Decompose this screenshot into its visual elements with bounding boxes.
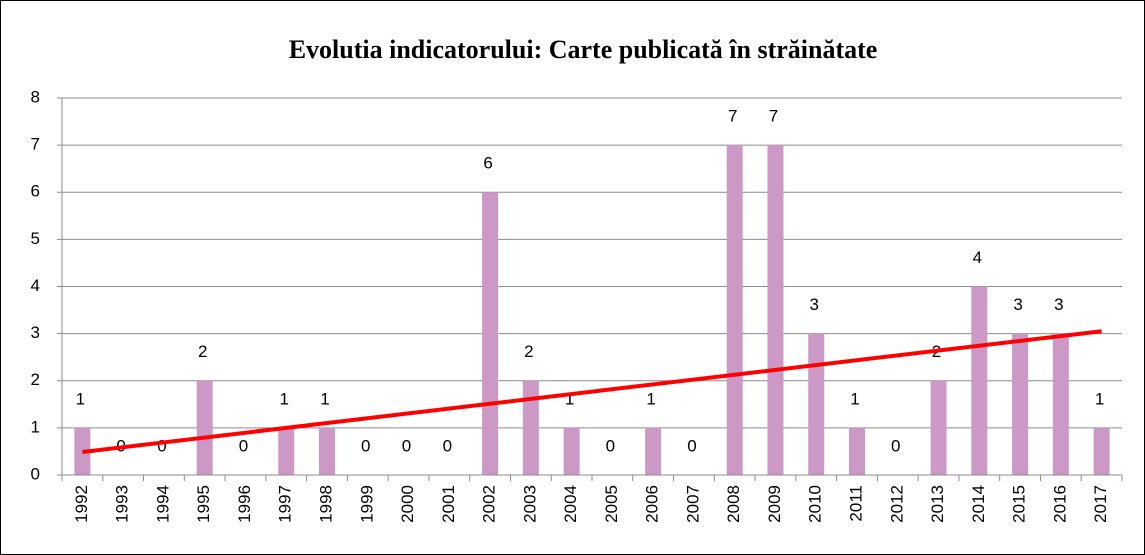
data-label: 1 [1095, 389, 1104, 408]
x-tick-label: 2003 [520, 485, 539, 523]
x-tick-label: 2011 [846, 485, 865, 522]
y-tick-label: 8 [31, 87, 40, 106]
data-label: 2 [198, 342, 207, 361]
chart-title: Evolutia indicatorului: Carte publicată … [289, 35, 878, 64]
y-tick-label: 0 [31, 464, 40, 483]
bar [522, 380, 539, 475]
x-tick-label: 1994 [153, 485, 172, 523]
y-tick-label: 6 [31, 182, 40, 201]
x-tick-label: 2006 [643, 485, 662, 523]
y-tick-label: 2 [31, 370, 40, 389]
data-label: 3 [1013, 295, 1022, 314]
data-label: 1 [850, 389, 859, 408]
x-tick-label: 2014 [969, 485, 988, 523]
y-tick-label: 3 [31, 323, 40, 342]
bar [1093, 427, 1110, 475]
data-label: 0 [239, 436, 248, 455]
bar [930, 380, 947, 475]
x-tick-label: 2016 [1050, 485, 1069, 523]
data-label: 0 [606, 436, 615, 455]
bar [563, 427, 580, 475]
x-tick-label: 2004 [561, 485, 580, 523]
bar [196, 380, 213, 475]
x-tick-label: 1993 [113, 485, 132, 523]
bar [278, 427, 295, 475]
data-label: 0 [443, 436, 452, 455]
bar [1012, 333, 1029, 475]
x-tick-label: 2012 [887, 485, 906, 523]
data-label: 4 [973, 248, 982, 267]
data-label: 7 [769, 107, 778, 126]
x-tick-label: 2005 [602, 485, 621, 523]
data-label: 1 [565, 389, 574, 408]
bar [482, 192, 499, 475]
bar [849, 427, 865, 475]
data-label: 3 [809, 295, 818, 314]
x-tick-label: 2000 [398, 485, 417, 523]
bar [319, 427, 335, 475]
y-tick-label: 7 [31, 135, 40, 154]
data-label: 0 [891, 436, 900, 455]
x-tick-label: 1998 [316, 485, 335, 523]
data-label: 1 [646, 389, 655, 408]
x-tick-label: 2017 [1091, 485, 1110, 523]
data-label: 3 [1054, 295, 1063, 314]
x-tick-label: 1992 [72, 485, 91, 523]
bar [971, 286, 988, 475]
data-label: 1 [320, 389, 329, 408]
x-tick-label: 1999 [357, 485, 376, 523]
data-label: 0 [402, 436, 411, 455]
y-tick-label: 5 [31, 229, 40, 248]
y-tick-label: 1 [31, 417, 40, 436]
x-tick-label: 1997 [276, 485, 295, 523]
x-tick-label: 2010 [806, 485, 825, 523]
data-label: 6 [483, 154, 492, 173]
x-tick-label: 2013 [928, 485, 947, 523]
x-tick-label: 2015 [1010, 485, 1029, 523]
x-tick-label: 2007 [683, 485, 702, 523]
x-tick-label: 2008 [724, 485, 743, 523]
data-label: 2 [524, 342, 533, 361]
data-label: 0 [157, 436, 166, 455]
x-tick-label: 2001 [439, 485, 458, 523]
bar [808, 333, 825, 475]
x-tick-label: 1996 [235, 485, 254, 523]
bar [726, 145, 743, 475]
data-label: 7 [728, 107, 737, 126]
bar [1052, 333, 1069, 475]
bar [767, 145, 784, 475]
data-label: 0 [687, 436, 696, 455]
x-tick-label: 1995 [194, 485, 213, 523]
data-label: 0 [361, 436, 370, 455]
x-tick-label: 2002 [480, 485, 499, 523]
x-tick-label: 2009 [765, 485, 784, 523]
y-tick-label: 4 [31, 276, 40, 295]
data-label: 1 [76, 389, 85, 408]
data-label: 1 [279, 389, 288, 408]
trendline [82, 329, 1102, 455]
bar [645, 427, 662, 475]
